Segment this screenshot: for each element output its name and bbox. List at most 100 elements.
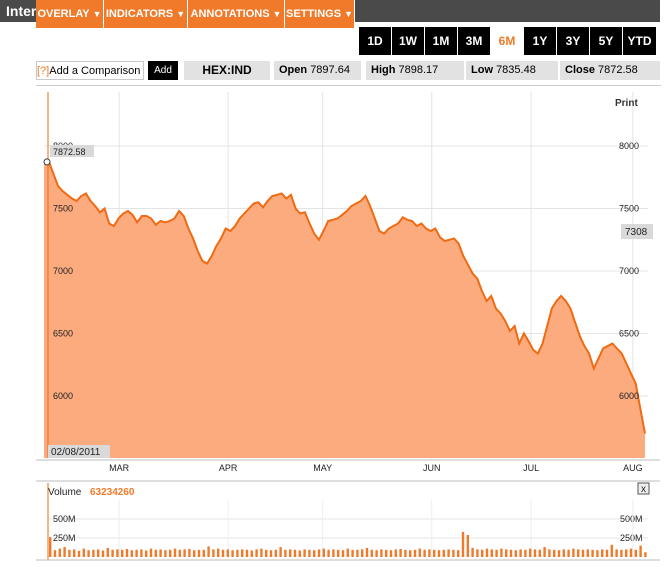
volume-bar [346, 548, 349, 557]
volume-bar [548, 549, 551, 557]
close-volume-button[interactable] [637, 482, 650, 495]
volume-bar [404, 549, 407, 557]
volume-bar [524, 549, 527, 557]
range-3m-button[interactable]: 3M [458, 27, 490, 55]
range-3y-button[interactable]: 3Y [557, 27, 589, 55]
volume-bar [197, 549, 201, 557]
volume-bar [250, 550, 253, 557]
range-1d-button[interactable]: 1D [359, 27, 391, 55]
volume-bar [298, 550, 301, 557]
volume-bar [586, 549, 589, 557]
volume-bar [313, 550, 316, 557]
volume-tick-right: 500M [620, 514, 643, 524]
range-6m-button[interactable]: 6M [491, 27, 523, 55]
volume-value: 63234260 [90, 487, 135, 498]
volume-bar [49, 537, 52, 557]
volume-bar [221, 549, 225, 557]
help-icon[interactable]: [?] [37, 65, 50, 77]
volume-bar [457, 550, 460, 557]
volume-bar [111, 549, 114, 557]
volume-bar [245, 549, 249, 557]
x-tick-label: APR [219, 463, 238, 473]
volume-bar [356, 549, 359, 557]
y-tick-label-right: 8000 [619, 141, 639, 151]
volume-bar [461, 531, 465, 557]
volume-bar [557, 550, 561, 557]
volume-label: Volume [48, 487, 82, 498]
volume-bar [553, 549, 556, 557]
indicators-menu-label: INDICATORS [105, 8, 174, 20]
close-label: Close [565, 64, 595, 76]
settings-menu-button[interactable]: SETTINGS ▼ [285, 0, 355, 28]
volume-bar [188, 549, 191, 557]
add-comparison-label: Add a Comparison [49, 65, 141, 77]
volume-bar [601, 549, 604, 557]
volume-bar [145, 550, 148, 557]
range-1w-button[interactable]: 1W [392, 27, 424, 55]
volume-bar [241, 549, 244, 557]
volume-bar [514, 550, 517, 557]
volume-bar [567, 549, 570, 557]
volume-bar [562, 549, 565, 557]
y-tick-label-right: 7500 [619, 204, 639, 214]
close-value: 7872.58 [598, 64, 638, 76]
volume-bar [293, 549, 297, 557]
volume-bar [183, 549, 186, 557]
add-comparison-button[interactable]: Add [148, 61, 178, 80]
x-tick-label: JUL [523, 463, 539, 473]
overlay-menu-button[interactable]: OVERLAY ▼ [36, 0, 104, 28]
volume-bar [481, 549, 484, 557]
volume-bar [87, 550, 90, 557]
x-tick-label: MAY [313, 463, 332, 473]
volume-bar [634, 549, 637, 557]
cursor-point [43, 158, 51, 166]
chevron-down-icon: ▼ [344, 9, 353, 19]
volume-bar [279, 547, 282, 557]
volume-bar [68, 549, 71, 557]
volume-bar [169, 549, 172, 557]
chevron-down-icon: ▼ [272, 9, 282, 19]
add-comparison-field[interactable]: [?]Add a Comparison [36, 61, 144, 80]
volume-bar [231, 550, 234, 557]
volume-bar [399, 549, 402, 557]
high-label: High [371, 64, 396, 76]
volume-bar [538, 549, 541, 557]
volume-bar [77, 550, 81, 557]
open-value: 7897.64 [310, 64, 350, 76]
annotations-menu-label: ANNOTATIONS [190, 8, 270, 20]
volume-bar [370, 549, 373, 557]
volume-bar [135, 549, 138, 557]
volume-bar [351, 549, 354, 557]
volume-bar [337, 549, 340, 557]
indicators-menu-button[interactable]: INDICATORS ▼ [104, 0, 188, 28]
volume-bar [212, 549, 215, 557]
range-1y-button[interactable]: 1Y [524, 27, 556, 55]
volume-bar [164, 550, 167, 557]
volume-bar [63, 547, 66, 557]
volume-bar [365, 547, 369, 557]
y-tick-label-right: 7000 [619, 266, 639, 276]
volume-bar [269, 550, 273, 557]
volume-bar [442, 549, 445, 557]
volume-bar [581, 549, 585, 557]
volume-tick-left: 500M [53, 514, 76, 524]
range-5y-button[interactable]: 5Y [590, 27, 622, 55]
volume-bar [260, 548, 263, 557]
volume-bar [610, 544, 613, 557]
print-link[interactable]: Print [615, 98, 638, 109]
range-1m-button[interactable]: 1M [425, 27, 457, 55]
volume-bar [529, 548, 532, 557]
low-value: 7835.48 [496, 64, 536, 76]
x-tick-label: AUG [623, 463, 643, 473]
annotations-menu-button[interactable]: ANNOTATIONS ▼ [188, 0, 285, 28]
volume-bar [101, 550, 105, 557]
overlay-menu-label: OVERLAY [37, 8, 90, 20]
cursor-date-label: 02/08/2011 [51, 447, 101, 458]
volume-bar [385, 549, 388, 557]
volume-bar [154, 549, 157, 557]
chevron-down-icon: ▼ [92, 9, 102, 19]
volume-bar [500, 548, 503, 557]
range-ytd-button[interactable]: YTD [623, 27, 656, 55]
chevron-down-icon: ▼ [176, 9, 186, 19]
